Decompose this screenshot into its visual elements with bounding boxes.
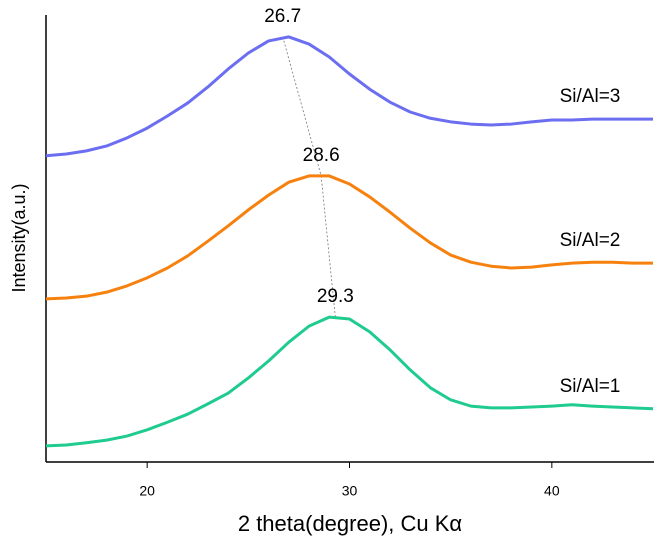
- series-label: Si/Al=1: [560, 376, 621, 397]
- x-tick-label: 20: [139, 483, 155, 499]
- peak-label: 28.6: [303, 145, 340, 166]
- x-axis-label: 2 theta(degree), Cu Kα: [238, 511, 463, 536]
- peak-label: 26.7: [264, 6, 301, 27]
- series-line: [45, 35, 653, 158]
- x-tick-label: 40: [544, 483, 560, 499]
- x-tick-label: 30: [342, 483, 358, 499]
- series-label: Si/Al=3: [560, 86, 621, 107]
- series-line: [45, 174, 653, 301]
- series-line: [45, 315, 654, 448]
- series-label: Si/Al=2: [560, 230, 621, 251]
- peak-label: 29.3: [317, 286, 354, 307]
- y-axis-label: Intensity(a.u.): [9, 183, 29, 292]
